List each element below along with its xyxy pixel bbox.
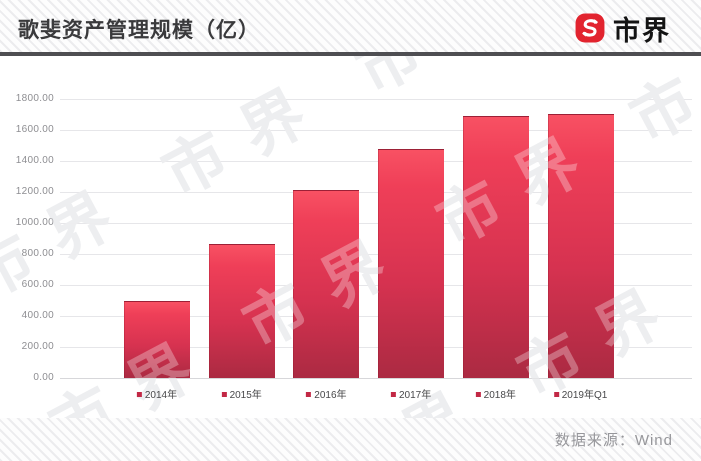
x-axis-label: 2015年: [221, 386, 262, 401]
gridline: [60, 161, 692, 162]
y-axis-tick-label: 0.00: [33, 372, 54, 383]
gridline: [60, 378, 692, 379]
y-axis-tick-label: 800.00: [21, 248, 54, 259]
gridline: [60, 254, 692, 255]
legend-marker-icon: [390, 392, 396, 397]
data-source-label: 数据来源：Wind: [554, 432, 673, 449]
x-axis-label: 2019年Q1: [553, 386, 608, 401]
y-axis-tick-label: 400.00: [21, 310, 54, 321]
gridline: [60, 192, 692, 193]
x-axis-label-text: 2018年: [483, 390, 516, 401]
legend-marker-icon: [306, 392, 312, 397]
x-axis-label: 2018年: [475, 386, 516, 401]
bar-2019年Q1: [547, 113, 614, 378]
gridline: [60, 285, 692, 286]
bar-2015年: [208, 243, 275, 378]
y-axis-tick-label: 1400.00: [15, 155, 54, 166]
gridline: [60, 99, 692, 100]
bar-2018年: [462, 116, 529, 378]
y-axis-tick-label: 600.00: [21, 279, 54, 290]
gridline: [60, 223, 692, 224]
y-axis-tick-label: 1200.00: [15, 186, 54, 197]
gridline: [60, 347, 692, 348]
x-axis-label: 2014年: [136, 386, 178, 401]
shijie-logo-icon: [573, 11, 607, 45]
y-axis-tick-label: 200.00: [21, 341, 54, 352]
y-axis-tick-label: 1000.00: [15, 217, 54, 228]
y-axis-tick-label: 1600.00: [15, 124, 54, 135]
gridline: [60, 316, 692, 317]
x-axis-label-text: 2015年: [229, 390, 262, 401]
brand-name: 市界: [613, 15, 671, 46]
header-divider: [0, 52, 701, 56]
legend-marker-icon: [553, 392, 559, 397]
x-axis-label-text: 2017年: [398, 390, 432, 401]
footer: 数据来源：Wind: [0, 418, 701, 461]
header: 歌斐资产管理规模（亿） 市界: [0, 0, 701, 52]
x-axis-label-text: 2014年: [144, 390, 178, 401]
legend-marker-icon: [475, 392, 481, 397]
legend-marker-icon: [136, 392, 142, 397]
legend-marker-icon: [221, 392, 227, 397]
x-axis-label: 2016年: [306, 386, 347, 401]
y-axis-tick-label: 1800.00: [15, 93, 54, 104]
x-axis-label: 2017年: [390, 386, 432, 401]
plot-area: [60, 99, 692, 379]
x-axis-label-text: 2019年Q1: [561, 390, 608, 401]
bar-2014年: [124, 300, 190, 378]
brand-logo: 市界: [573, 5, 671, 48]
x-axis-label-text: 2016年: [314, 390, 347, 401]
page-title: 歌斐资产管理规模（亿）: [18, 19, 260, 42]
gridline: [60, 130, 692, 131]
bar-2016年: [293, 190, 360, 378]
bar-2017年: [378, 149, 445, 378]
